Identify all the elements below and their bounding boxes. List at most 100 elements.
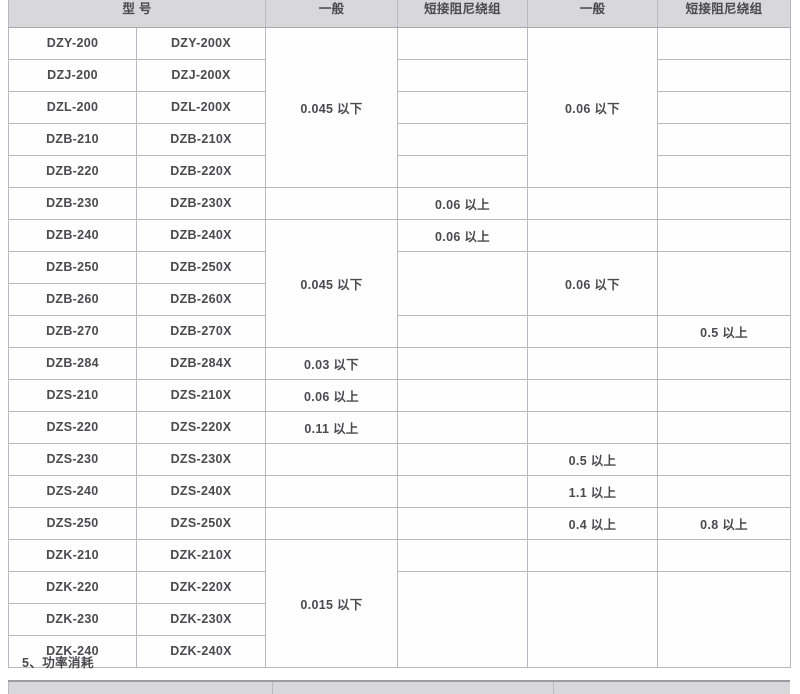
cell-model1: DZB-230 (8, 187, 137, 220)
cell-model2: DZK-210X (136, 539, 266, 572)
cell-model1: DZK-220 (8, 571, 137, 604)
cell-model2: DZK-240X (136, 635, 266, 668)
cell-value-2 (397, 571, 528, 668)
table-row: DZS-220 DZS-220X 0.11 以上 (8, 411, 791, 444)
cell-value-1: 0.015 以下 (265, 539, 398, 668)
power-table-head: 功率消耗 (8, 680, 790, 694)
cell-model2: DZB-250X (136, 251, 266, 284)
cell-model1: DZS-220 (8, 411, 137, 444)
cell-model2: DZY-200X (136, 27, 266, 60)
cell-value-3 (527, 379, 658, 412)
cell-model2: DZB-270X (136, 315, 266, 348)
cell-model2: DZB-230X (136, 187, 266, 220)
spec-table-body: DZY-200 DZY-200X 0.045 以下 0.06 以下 DZJ-20… (8, 27, 791, 668)
cell-model1: DZB-260 (8, 283, 137, 316)
cell-value-1 (265, 187, 398, 220)
cell-value-4 (657, 91, 791, 124)
cell-value-4 (657, 59, 791, 92)
cell-model1: DZS-210 (8, 379, 137, 412)
cell-model1: DZJ-200 (8, 59, 137, 92)
cell-value-1 (265, 507, 398, 540)
cell-value-2 (397, 91, 528, 124)
cell-model2: DZS-210X (136, 379, 266, 412)
table-row: DZS-230 DZS-230X 0.5 以上 (8, 443, 791, 476)
table-row: DZB-220 DZB-220X (8, 155, 791, 188)
table-row: DZY-200 DZY-200X 0.045 以下 0.06 以下 (8, 27, 791, 188)
power-table-container: 功率消耗 (8, 680, 790, 694)
cell-value-3 (527, 411, 658, 444)
header-col-2: 短接阻尼绕组 (397, 0, 528, 28)
cell-model1: DZS-250 (8, 507, 137, 540)
table-row: DZB-284 DZB-284X 0.03 以下 (8, 347, 791, 380)
table-header-row: 功率消耗 (8, 680, 790, 694)
power-header-col-2: 功率消耗 (272, 680, 554, 694)
cell-value-3 (527, 539, 658, 572)
cell-value-3 (527, 187, 658, 220)
cell-value-1 (265, 475, 398, 508)
cell-value-3 (527, 219, 658, 252)
cell-model2: DZK-220X (136, 571, 266, 604)
cell-model2: DZS-220X (136, 411, 266, 444)
cell-value-4 (657, 411, 791, 444)
cell-value-2: 0.06 以上 (397, 219, 528, 252)
cell-value-2 (397, 155, 528, 188)
power-header-col-1 (8, 680, 273, 694)
cell-value-4 (657, 443, 791, 476)
cell-model1: DZB-220 (8, 155, 137, 188)
spec-table-container: 型 号 一般 短接阻尼绕组 一般 短接阻尼绕组 DZY-200 DZY-200X… (8, 0, 791, 668)
cell-value-2 (397, 59, 528, 92)
cell-value-2 (397, 315, 528, 348)
cell-model1: DZK-230 (8, 603, 137, 636)
cell-model2: DZB-210X (136, 123, 266, 156)
table-row: DZB-250 DZB-250X 0.06 以下 (8, 251, 791, 316)
cell-value-2 (397, 475, 528, 508)
cell-value-4: 0.5 以上 (657, 315, 791, 348)
cell-value-2 (397, 539, 528, 572)
cell-model2: DZJ-200X (136, 59, 266, 92)
cell-model2: DZB-284X (136, 347, 266, 380)
cell-value-4: 0.8 以上 (657, 507, 791, 540)
cell-model1: DZS-230 (8, 443, 137, 476)
cell-value-2 (397, 347, 528, 380)
cell-value-1: 0.045 以下 (265, 219, 398, 348)
cell-value-4 (657, 187, 791, 220)
power-header-col-3 (553, 680, 790, 694)
cell-model2: DZB-220X (136, 155, 266, 188)
cell-value-4 (657, 539, 791, 572)
cell-value-4 (657, 571, 791, 668)
cell-model2: DZS-240X (136, 475, 266, 508)
cell-value-4 (657, 379, 791, 412)
cell-value-1: 0.06 以上 (265, 379, 398, 412)
cell-model2: DZB-240X (136, 219, 266, 252)
cell-model1: DZK-210 (8, 539, 137, 572)
cell-value-4 (657, 219, 791, 252)
cell-value-3: 1.1 以上 (527, 475, 658, 508)
table-row: DZK-230 DZK-230X (8, 603, 791, 636)
header-model-group: 型 号 (8, 0, 266, 28)
cell-value-1 (265, 443, 398, 476)
table-row: DZK-220 DZK-220X (8, 571, 791, 668)
spec-table-head: 型 号 一般 短接阻尼绕组 一般 短接阻尼绕组 (8, 0, 791, 28)
cell-model1: DZS-240 (8, 475, 137, 508)
cell-value-4 (657, 155, 791, 188)
spec-table: 型 号 一般 短接阻尼绕组 一般 短接阻尼绕组 DZY-200 DZY-200X… (8, 0, 791, 668)
table-row: DZB-210 DZB-210X (8, 123, 791, 156)
cell-model2: DZB-260X (136, 283, 266, 316)
cell-value-4 (657, 347, 791, 380)
cell-model2: DZK-230X (136, 603, 266, 636)
cell-value-2 (397, 411, 528, 444)
cell-value-3 (527, 315, 658, 348)
table-row: DZK-240 DZK-240X (8, 635, 791, 668)
table-row: DZJ-200 DZJ-200X (8, 59, 791, 92)
cell-value-2: 0.06 以上 (397, 187, 528, 220)
cell-value-3: 0.4 以上 (527, 507, 658, 540)
cell-value-2 (397, 27, 528, 60)
table-row: DZB-260 DZB-260X (8, 283, 791, 316)
cell-value-2 (397, 443, 528, 476)
cell-value-3 (527, 571, 658, 668)
header-col-3: 一般 (527, 0, 658, 28)
cell-model2: DZL-200X (136, 91, 266, 124)
cell-value-3: 0.06 以下 (527, 251, 658, 316)
cell-model1: DZB-210 (8, 123, 137, 156)
cell-model2: DZS-250X (136, 507, 266, 540)
